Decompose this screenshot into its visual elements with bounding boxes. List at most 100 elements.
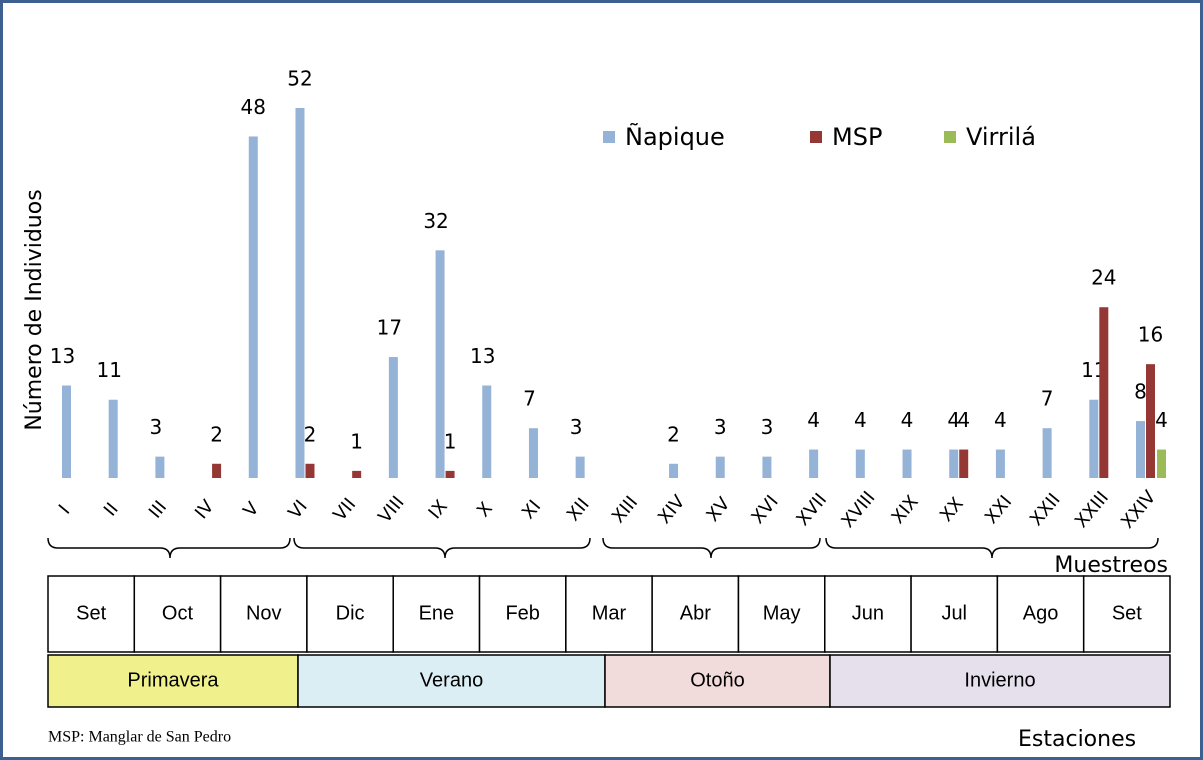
bar [1099,307,1109,478]
bar [435,250,445,478]
brace [47,537,291,559]
bar [1146,364,1155,478]
season-label: Invierno [964,669,1035,691]
month-cell [392,575,481,653]
month-label: Jul [941,602,967,624]
month-label: Jun [852,602,884,624]
month-cell [306,575,394,653]
data-label: 4 [807,408,820,432]
month-cell [478,575,567,653]
bar [575,456,585,478]
bar [212,463,222,478]
data-label: 4 [957,408,970,432]
x-axis-label: Muestreos [1054,553,1168,578]
month-cell [1082,575,1171,653]
bar [445,470,455,478]
bar [108,399,118,478]
month-label: Abr [680,602,711,624]
data-label: 4 [1155,408,1168,432]
legend-label: MSP [832,123,882,151]
data-label: 3 [761,415,774,439]
month-label: Set [76,602,106,624]
bar [482,385,492,478]
footnote: MSP: Manglar de San Pedro [48,729,231,746]
month-label: Feb [505,602,539,624]
bar [902,449,912,478]
data-label: 13 [50,344,75,368]
data-label: 32 [423,209,448,233]
data-label: 2 [210,422,223,446]
data-label: 13 [470,344,495,368]
bar [949,449,959,478]
brace [825,537,1159,559]
data-label: 1 [444,429,457,453]
data-label: 2 [304,422,317,446]
bar [715,456,725,478]
month-cell [219,575,308,653]
bar [959,449,969,478]
bar [295,108,305,478]
data-label: 1 [350,429,363,453]
month-label: Nov [246,602,282,624]
data-label: 11 [96,358,121,382]
braces [47,537,1159,559]
brace [293,537,591,559]
data-label: 7 [1041,387,1054,411]
season-label: Primavera [127,669,219,691]
bar [62,385,71,478]
bar [995,449,1005,478]
month-cell [133,575,222,653]
legend-label: Ñapique [625,121,725,151]
seasons-label: Estaciones [1018,727,1136,752]
data-label: 4 [901,408,914,432]
data-label: 3 [150,415,163,439]
season-cell [604,654,831,708]
bar [1089,399,1099,478]
data-label: 24 [1091,266,1116,290]
bar [855,449,865,478]
data-label: 8 [1134,380,1147,404]
legend-swatch [603,131,615,143]
legend-label: Virrilá [966,123,1036,151]
bar [528,428,538,478]
season-cell [829,654,1171,708]
y-axis-label: Número de Individuos [22,189,47,430]
bar [762,456,772,478]
data-label: 7 [523,387,536,411]
month-label: May [763,602,801,624]
data-label: 4 [947,408,960,432]
data-label: 2 [667,422,680,446]
month-cell [651,575,740,653]
bar [1136,421,1145,478]
data-label: 16 [1138,323,1163,347]
legend-swatch [810,131,822,143]
month-cell [737,575,826,653]
data-label: 3 [714,415,727,439]
bar [352,470,362,478]
bar [1157,449,1166,478]
season-cell [47,654,299,708]
month-label: Mar [592,602,627,624]
month-cell [910,575,999,653]
bar [305,463,315,478]
data-label: 4 [854,408,867,432]
season-label: Otoño [690,669,744,691]
bar [155,456,165,478]
season-label: Verano [420,669,483,691]
month-label: Ene [419,602,455,624]
data-label: 17 [377,316,402,340]
bar [248,136,258,478]
month-label: Dic [336,602,365,624]
data-label: 3 [570,415,583,439]
month-cell [47,575,136,653]
bar [809,449,819,478]
month-cell [824,575,912,653]
data-label: 48 [241,95,266,119]
data-label: 4 [994,408,1007,432]
bar [1042,428,1052,478]
bar [669,463,679,478]
bar [388,357,398,478]
month-label: Set [1112,602,1142,624]
legend-swatch [944,131,956,143]
